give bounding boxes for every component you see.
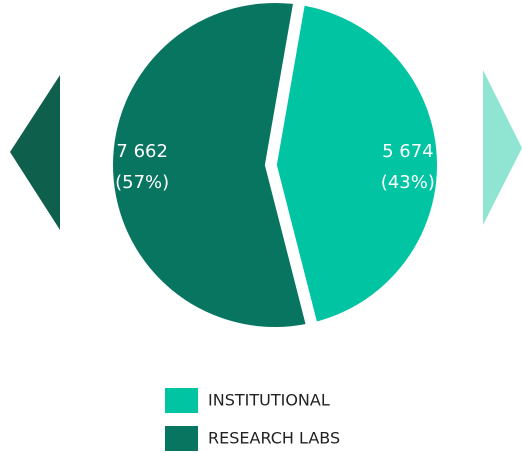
next-arrow[interactable]	[483, 70, 522, 225]
legend-label: INSTITUTIONAL	[208, 391, 330, 410]
pie-slice	[276, 3, 437, 327]
value-label: 5 674	[382, 141, 434, 162]
previous-arrow[interactable]	[10, 75, 60, 230]
legend-swatch	[165, 426, 198, 451]
value-label: 7 662	[116, 141, 168, 162]
percentage-label: (43%)	[381, 172, 435, 193]
legend-label: RESEARCH LABS	[208, 429, 340, 448]
percentage-label: (57%)	[115, 172, 169, 193]
legend-swatch	[165, 388, 198, 413]
